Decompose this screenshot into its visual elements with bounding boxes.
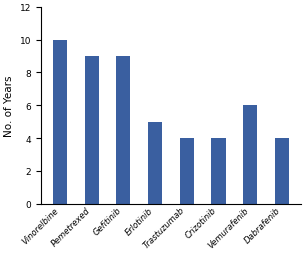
Bar	[148, 122, 162, 204]
Bar	[243, 106, 257, 204]
Bar	[180, 138, 194, 204]
Y-axis label: No. of Years: No. of Years	[4, 75, 14, 136]
Bar	[275, 138, 289, 204]
Bar	[53, 40, 67, 204]
Bar	[84, 57, 99, 204]
Bar	[211, 138, 226, 204]
Bar	[116, 57, 131, 204]
